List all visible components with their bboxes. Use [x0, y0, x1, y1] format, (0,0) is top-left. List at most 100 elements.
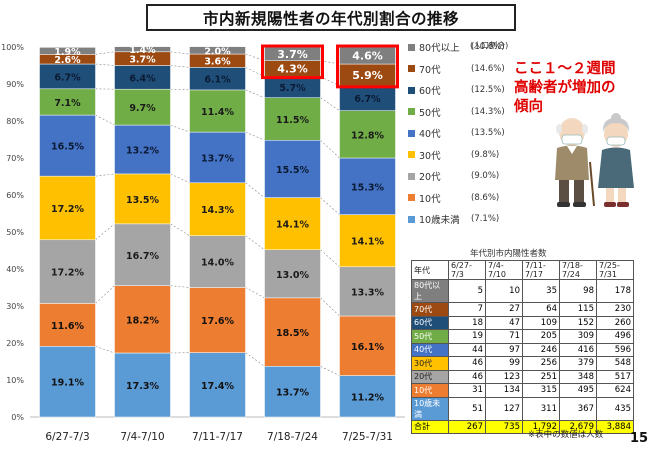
data-label: 12.8% [351, 130, 384, 141]
footnote: ※表中の数値は人数 [528, 430, 604, 440]
legend-population-share: (8.6%) [471, 192, 500, 203]
data-label: 11.6% [51, 321, 84, 332]
series-connector-line [170, 223, 190, 236]
legend-item: 20代 (9.0%) [408, 169, 499, 183]
bar-segment [339, 214, 396, 268]
series-connector-line [170, 285, 190, 288]
y-tick-label: 60% [6, 191, 24, 200]
table-cell: 123 [485, 369, 523, 384]
table-cell: 115 [559, 302, 597, 317]
table-header-row: 年代 6/27- 7/3 7/4- 7/10 7/11- 7/17 7/18- … [411, 260, 634, 280]
data-label: 2.0% [204, 46, 231, 57]
legend-label: 70代 [419, 64, 441, 76]
data-label: 4.3% [277, 63, 308, 76]
bar-segment [114, 352, 171, 418]
bar-segment [114, 46, 171, 53]
legend-item: 30代 (9.8%) [408, 148, 499, 162]
y-tick-label: 50% [6, 228, 24, 237]
legend-population-share: (14.6%) [471, 63, 505, 74]
table-cell: 19 [448, 329, 486, 344]
table-cell: 735 [485, 419, 523, 434]
table-row-label: 10歳未満 [411, 396, 449, 421]
table-cell: 27 [485, 302, 523, 317]
table-cell: 152 [559, 315, 597, 330]
legend-label: 10歳未満 [419, 215, 460, 226]
table-cell: 251 [522, 369, 560, 384]
table-cell: 246 [522, 342, 560, 357]
bar-segment [114, 88, 171, 126]
data-label: 19.1% [51, 378, 84, 389]
series-connector-line [320, 249, 340, 268]
callout-text: ここ１～２週間 高齢者が増加の 傾向 [514, 60, 616, 117]
series-connector-line [245, 235, 265, 251]
highlight-segment-fill [265, 61, 320, 77]
table-cell: 267 [448, 419, 486, 434]
series-connector-line [245, 89, 265, 98]
table-row-label: 70代 [411, 302, 449, 317]
series-connector-line [95, 51, 115, 55]
bar-segment [264, 297, 321, 367]
data-label: 11.2% [351, 392, 384, 403]
table-row: 60代 18 47 109 152 260 [411, 315, 634, 330]
bar-segment [39, 63, 96, 90]
table-cell: 97 [485, 342, 523, 357]
table-cell: 416 [559, 342, 597, 357]
data-label: 17.3% [126, 381, 159, 392]
table-cell: 46 [448, 356, 486, 371]
table-cell: 596 [596, 342, 634, 357]
bar-segment [189, 287, 246, 353]
callout-line-1: ここ１～２週間 [514, 61, 616, 77]
bar-segment [339, 85, 396, 111]
series-connector-line [95, 285, 115, 304]
legend-population-share: (12.5%) [471, 85, 505, 95]
table-column-header: 7/25- 7/31 [596, 260, 634, 280]
data-label: 18.5% [276, 328, 309, 339]
table-row: 20代 46 123 251 348 517 [411, 369, 634, 384]
data-label: 4.6% [352, 50, 383, 63]
table-cell: 205 [522, 329, 560, 344]
bar-segment [189, 89, 246, 133]
legend-swatch [408, 129, 415, 137]
data-label: 16.1% [351, 342, 384, 353]
data-label: 15.5% [276, 165, 309, 176]
table-cell: 348 [559, 369, 597, 384]
highlight-segment-fill [340, 64, 395, 86]
legend-swatch [408, 151, 415, 158]
highlight-segment-fill [340, 47, 395, 64]
bar-segment [114, 285, 171, 354]
page-title: 市内新規陽性者の年代別割合の推移 [146, 4, 516, 31]
y-tick-label: 70% [6, 154, 24, 163]
bar-segment [189, 235, 246, 288]
bar-segment [114, 173, 171, 225]
table-cell: 435 [596, 396, 634, 421]
data-label: 13.7% [201, 153, 234, 164]
x-tick-label: 7/18-7/24 [267, 431, 318, 443]
series-connector-line [245, 352, 265, 367]
highlight-box [261, 44, 324, 80]
data-label: 14.1% [351, 237, 384, 248]
table-total-row: 合計 267 735 1,792 2,679 3,884 [411, 419, 634, 434]
x-tick-label: 7/25-7/31 [342, 431, 393, 443]
table-row: 50代 19 71 205 309 496 [411, 329, 634, 344]
series-connector-line [170, 51, 190, 55]
data-label: 11.5% [276, 115, 309, 126]
x-tick-label: 7/4-7/10 [120, 431, 164, 443]
data-label: 6.7% [354, 94, 381, 105]
legend-population-share: (10.6%) [471, 42, 505, 52]
table-row-label: 80代以上 [411, 279, 449, 303]
callout-line-3: 傾向 [514, 99, 543, 115]
table-row: 30代 46 99 256 379 548 [411, 356, 634, 371]
table-column-header: 7/4- 7/10 [485, 260, 523, 280]
legend-item: 10代 (8.6%) [408, 191, 499, 205]
bar-segment [39, 88, 96, 116]
table-cell: 178 [596, 279, 634, 303]
table-cell: 1,792 [522, 419, 560, 434]
table-column-header: 7/18- 7/24 [559, 260, 597, 280]
bar-segment [339, 157, 396, 215]
bar-segment [264, 97, 321, 141]
table-row-label: 50代 [411, 329, 449, 344]
legend-label: 10代 [419, 193, 441, 205]
table-corner-cell: 年代 [411, 260, 449, 280]
table-cell: 5 [448, 279, 486, 303]
